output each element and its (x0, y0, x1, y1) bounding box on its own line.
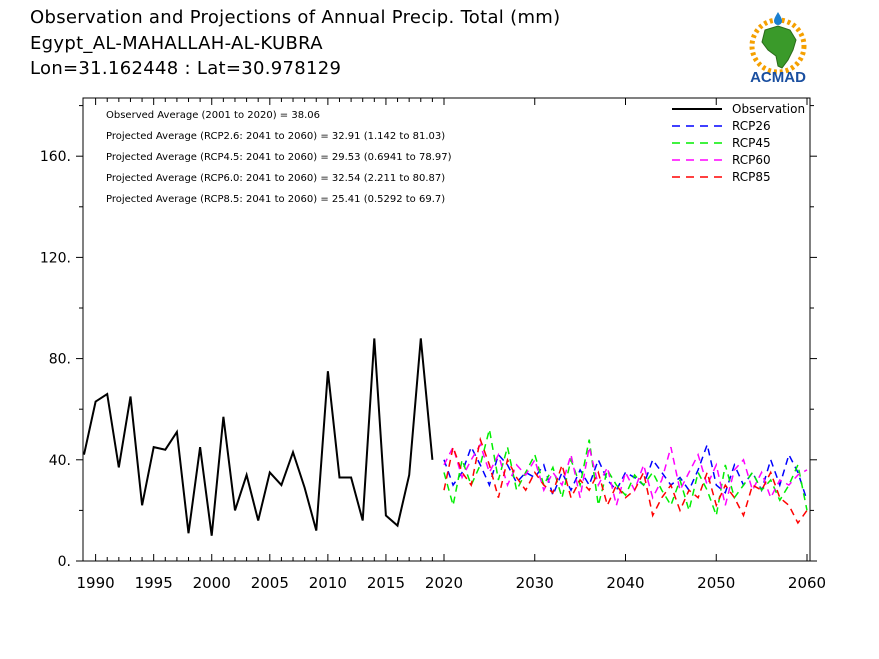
annotation-line: Projected Average (RCP8.5: 2041 to 2060)… (106, 194, 445, 205)
annotation-line: Projected Average (RCP4.5: 2041 to 2060)… (106, 152, 452, 163)
x-tick-label: 2040 (606, 574, 644, 592)
axis-ticks (76, 98, 817, 562)
legend-item-rcp26: RCP26 (672, 119, 771, 133)
water-drop-icon (774, 12, 782, 25)
annotation-line: Observed Average (2001 to 2020) = 38.06 (106, 110, 320, 121)
legend-label: Observation (732, 102, 805, 116)
y-tick-label: 120. (40, 250, 71, 266)
series-line-rcp85 (443, 436, 808, 525)
annotation-block: Observed Average (2001 to 2020) = 38.06 P… (106, 110, 452, 205)
x-tick-label: 2050 (697, 574, 735, 592)
africa-map-icon (761, 25, 797, 69)
legend-item-rcp85: RCP85 (672, 170, 771, 184)
legend: Observation RCP26 RCP45 RCP60 RCP85 (672, 102, 805, 184)
legend-item-rcp60: RCP60 (672, 153, 771, 167)
legend-label: RCP85 (732, 170, 771, 184)
legend-item-rcp45: RCP45 (672, 136, 771, 150)
x-tick-label: 2005 (251, 574, 289, 592)
legend-label: RCP45 (732, 136, 771, 150)
x-tick-label: 2015 (367, 574, 405, 592)
y-tick-label: 0. (58, 554, 71, 570)
acmad-logo: ACMAD (749, 12, 807, 86)
y-tick-label: 160. (40, 149, 71, 165)
y-tick-label: 40. (49, 453, 71, 469)
x-tick-label: 2060 (788, 574, 826, 592)
legend-item-observation: Observation (672, 102, 805, 116)
y-tick-label: 80. (49, 352, 71, 368)
series-line-rcp45 (443, 429, 808, 519)
y-axis-labels: 0. 40. 80. 120. 160. (40, 149, 71, 570)
legend-label: RCP60 (732, 153, 771, 167)
x-tick-label: 2010 (309, 574, 347, 592)
x-tick-label: 1995 (135, 574, 173, 592)
plot-frame (82, 97, 811, 562)
legend-label: RCP26 (732, 119, 771, 133)
coordinates: Lon=31.162448 : Lat=30.978129 (30, 58, 342, 79)
x-tick-label: 2020 (425, 574, 463, 592)
location-name: Egypt_AL-MAHALLAH-AL-KUBRA (30, 33, 323, 54)
x-tick-label: 2030 (516, 574, 554, 592)
chart-title: Observation and Projections of Annual Pr… (30, 7, 561, 28)
x-tick-label: 1990 (77, 574, 115, 592)
series-line-observation (83, 338, 434, 536)
x-axis-labels: 1990 1995 2000 2005 2010 2015 2020 2030 2040 2050… (77, 574, 827, 592)
annotation-line: Projected Average (RCP6.0: 2041 to 2060)… (106, 173, 445, 184)
x-tick-label: 2000 (193, 574, 231, 592)
logo-text: ACMAD (750, 69, 806, 86)
annotation-line: Projected Average (RCP2.6: 2041 to 2060)… (106, 131, 445, 142)
series-lines (83, 338, 808, 536)
